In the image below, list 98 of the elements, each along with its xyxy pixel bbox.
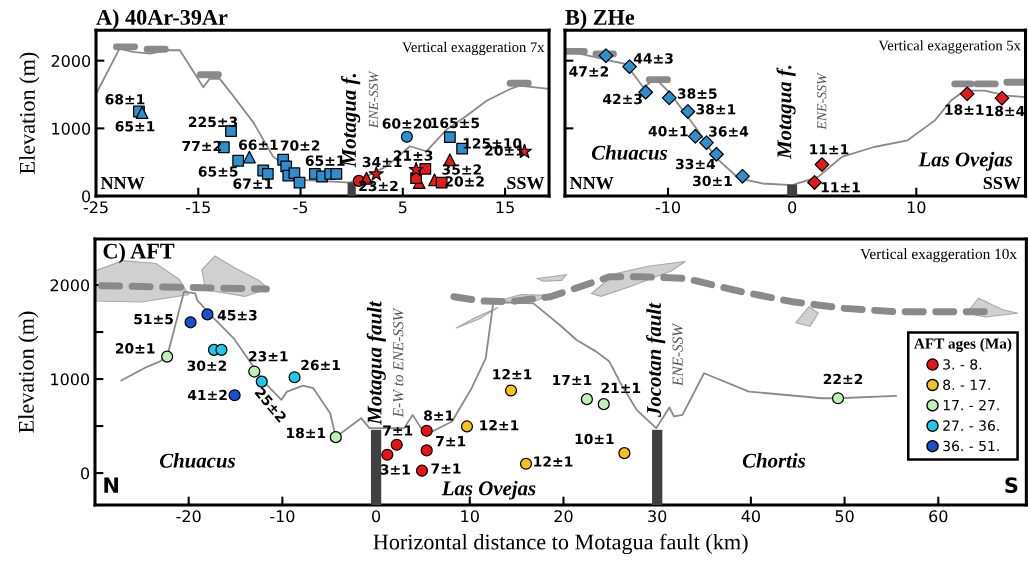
legend-label: 8. - 17.	[943, 379, 990, 391]
annotation: NNW	[100, 177, 145, 190]
annotation: Chuacus	[159, 453, 236, 468]
data-label: 30±1	[693, 175, 732, 187]
data-label: 67±1	[233, 178, 273, 189]
annotation: ENE-SSW	[817, 72, 827, 130]
annotation: Las Ovejas	[918, 151, 1013, 171]
data-label: 47±2	[569, 66, 609, 77]
data-label: 45±3	[217, 309, 257, 321]
annotation: Motagua fault	[366, 300, 386, 425]
chart-title: A) 40Ar-39Ar	[96, 9, 228, 30]
data-label: 23±1	[249, 351, 288, 362]
x-axis-title: Horizontal distance to Motagua fault (km)	[373, 533, 748, 555]
data-label: 18±1	[945, 104, 984, 115]
legend-title: AFT ages (Ma)	[913, 338, 1012, 352]
data-label: 165±5	[431, 117, 480, 129]
x-tick-label: -15	[186, 201, 210, 214]
x-tick-label: 50	[835, 510, 854, 523]
legend-label: 27. - 36.	[943, 420, 999, 431]
x-tick-label: 40	[741, 510, 760, 523]
data-label: 22±2	[823, 373, 863, 385]
data-label: 10±1	[575, 433, 614, 445]
data-label: 33±4	[676, 158, 716, 170]
annotation: Vertical exaggeration 5x	[878, 40, 1021, 54]
legend-label: 3. - 8.	[943, 359, 982, 370]
y-axis-title: Elevation (m)	[19, 52, 40, 174]
data-label: 41±2	[187, 389, 227, 401]
x-tick-label: -10	[655, 201, 681, 214]
data-label: 12±1	[480, 419, 519, 431]
data-label: 60±20	[382, 118, 432, 129]
x-tick-label: -5	[293, 201, 308, 214]
x-tick-label: 10	[907, 201, 926, 214]
data-label: 66±1	[238, 139, 278, 151]
annotation: Jocotan fault	[646, 302, 666, 418]
chart-title: B) ZHe	[565, 9, 635, 30]
legend-label: 17. - 27.	[943, 399, 999, 411]
x-tick-label: 10	[461, 510, 479, 523]
annotation: SSW	[507, 176, 545, 190]
annotation: ENE-SSW	[672, 322, 683, 387]
x-tick-label: 0	[788, 201, 797, 214]
x-tick-label: -20	[176, 510, 201, 523]
y-tick-label: 1000	[52, 122, 91, 135]
data-label: 20±1	[115, 343, 155, 354]
data-label: 7±1	[436, 436, 466, 447]
x-tick-label: 60	[929, 510, 948, 523]
x-tick-label: -25	[83, 201, 108, 214]
annotation: Vertical exaggeration 10x	[860, 248, 1017, 263]
data-label: 11±1	[821, 182, 860, 193]
data-label: 8±1	[424, 410, 454, 421]
data-label: 23±2	[359, 180, 398, 192]
legend-label: 36. - 51.	[943, 440, 999, 452]
data-label: 40±1	[648, 125, 688, 137]
annotation: Las Ovejas	[441, 480, 536, 500]
data-label: 65±5	[198, 166, 238, 177]
x-tick-label: 30	[648, 510, 667, 523]
data-label: 51±5	[134, 313, 173, 325]
data-label: 18±1	[287, 427, 326, 439]
data-label: 18±4	[986, 105, 1025, 117]
annotation: SSW	[983, 176, 1021, 190]
data-label: 65±1	[115, 121, 155, 132]
data-label: 38±5	[677, 88, 717, 99]
y-axis-title: Elevation (m)	[18, 311, 39, 433]
data-label: 26±1	[301, 359, 340, 371]
annotation: ENE-SSW	[368, 70, 379, 129]
data-label: 70±2	[280, 140, 320, 151]
y-tick-label: 0	[81, 467, 90, 480]
annotation: S	[1005, 477, 1018, 493]
annotation: NNW	[569, 177, 614, 190]
x-tick-label: -10	[270, 510, 295, 523]
data-label: 11±1	[810, 144, 849, 155]
annotation: Chortis	[742, 453, 806, 468]
data-label: 225±3	[188, 116, 238, 128]
annotation: Chuacus	[591, 145, 668, 160]
data-label: 44±3	[633, 53, 673, 64]
x-tick-label: 0	[372, 510, 381, 523]
y-tick-label: 1000	[51, 373, 90, 386]
data-label: 17±1	[553, 374, 592, 386]
annotation: Motagua f.	[776, 65, 796, 160]
data-label: 21±1	[601, 382, 641, 393]
y-tick-label: 2000	[51, 54, 91, 67]
annotation: E-W to ENE-SSW	[393, 307, 404, 418]
data-label: 12±1	[493, 369, 532, 380]
chart-title: C) AFT	[103, 242, 175, 264]
data-label: 7±1	[431, 463, 461, 474]
x-tick-label: 5	[398, 201, 407, 214]
y-tick-label: 2000	[50, 279, 90, 292]
data-label: 68±1	[105, 94, 145, 105]
x-tick-label: 15	[496, 201, 514, 214]
annotation: Vertical exaggeration 7x	[402, 41, 545, 56]
data-label: 12±1	[534, 456, 573, 467]
y-tick-label: 0	[82, 190, 91, 203]
data-label: 30±2	[187, 360, 227, 371]
annotation: N	[104, 477, 118, 493]
data-label: 7±1	[383, 425, 413, 436]
x-tick-label: 20	[554, 510, 573, 523]
data-label: 36±4	[709, 126, 749, 137]
data-label: 38±1	[696, 103, 736, 115]
data-label: 42±3	[602, 93, 642, 105]
